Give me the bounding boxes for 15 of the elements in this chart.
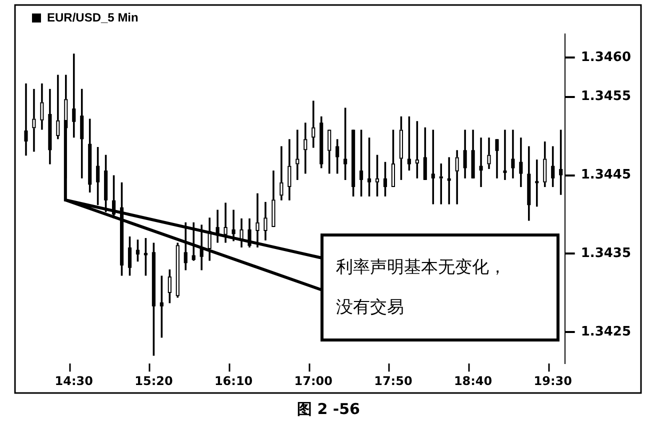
y-tick-label: 1.3445 <box>580 168 632 183</box>
x-tick-label: 14:30 <box>54 374 93 388</box>
x-tick-label: 17:50 <box>374 374 412 388</box>
x-tick-label: 19:30 <box>534 374 572 388</box>
caption: 图 2 -56 <box>296 400 361 419</box>
annotation: 利率声明基本无变化，没有交易 <box>336 257 506 318</box>
y-tick-label: 1.3425 <box>580 324 632 340</box>
y-tick-label: 1.3435 <box>580 246 632 262</box>
y-tick-label: 1.3460 <box>580 50 632 65</box>
legend-label: EUR/USD_5 Min <box>47 10 138 24</box>
y-tick-label: 1.3455 <box>580 89 632 104</box>
x-tick-label: 18:40 <box>454 374 492 388</box>
x-tick-label: 15:20 <box>134 374 173 388</box>
x-tick-label: 17:00 <box>294 374 332 388</box>
x-tick-label: 16:10 <box>214 374 253 388</box>
